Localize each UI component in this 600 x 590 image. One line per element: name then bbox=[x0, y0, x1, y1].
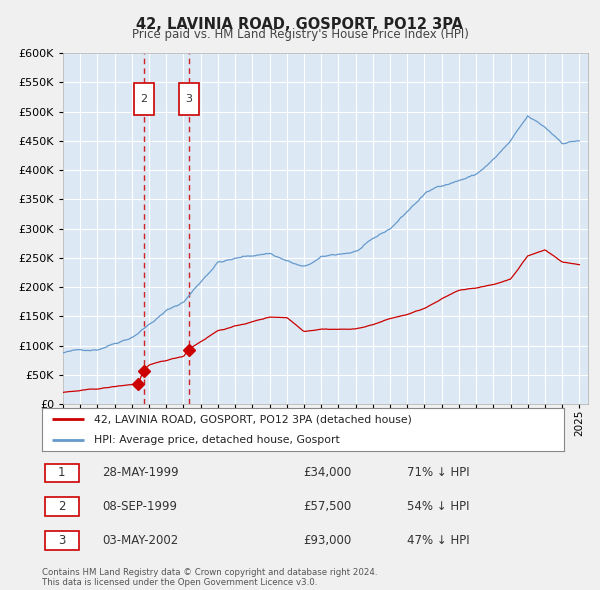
Text: Contains HM Land Registry data © Crown copyright and database right 2024.
This d: Contains HM Land Registry data © Crown c… bbox=[42, 568, 377, 587]
Text: 28-MAY-1999: 28-MAY-1999 bbox=[102, 467, 179, 480]
Text: 03-MAY-2002: 03-MAY-2002 bbox=[102, 534, 178, 547]
Text: 08-SEP-1999: 08-SEP-1999 bbox=[102, 500, 177, 513]
Text: £57,500: £57,500 bbox=[303, 500, 351, 513]
Text: Price paid vs. HM Land Registry's House Price Index (HPI): Price paid vs. HM Land Registry's House … bbox=[131, 28, 469, 41]
Text: 47% ↓ HPI: 47% ↓ HPI bbox=[407, 534, 470, 547]
FancyBboxPatch shape bbox=[134, 83, 154, 114]
Text: 42, LAVINIA ROAD, GOSPORT, PO12 3PA: 42, LAVINIA ROAD, GOSPORT, PO12 3PA bbox=[137, 17, 464, 31]
Text: HPI: Average price, detached house, Gosport: HPI: Average price, detached house, Gosp… bbox=[94, 435, 340, 445]
Text: 3: 3 bbox=[58, 534, 65, 547]
Text: £34,000: £34,000 bbox=[303, 467, 351, 480]
Text: £93,000: £93,000 bbox=[303, 534, 351, 547]
Text: 71% ↓ HPI: 71% ↓ HPI bbox=[407, 467, 470, 480]
Text: 54% ↓ HPI: 54% ↓ HPI bbox=[407, 500, 470, 513]
FancyBboxPatch shape bbox=[179, 83, 199, 114]
FancyBboxPatch shape bbox=[44, 464, 79, 483]
Text: 2: 2 bbox=[58, 500, 65, 513]
FancyBboxPatch shape bbox=[44, 497, 79, 516]
Text: 2: 2 bbox=[140, 94, 147, 104]
Text: 42, LAVINIA ROAD, GOSPORT, PO12 3PA (detached house): 42, LAVINIA ROAD, GOSPORT, PO12 3PA (det… bbox=[94, 415, 412, 424]
Text: 1: 1 bbox=[58, 467, 65, 480]
FancyBboxPatch shape bbox=[44, 531, 79, 550]
Text: 3: 3 bbox=[185, 94, 193, 104]
